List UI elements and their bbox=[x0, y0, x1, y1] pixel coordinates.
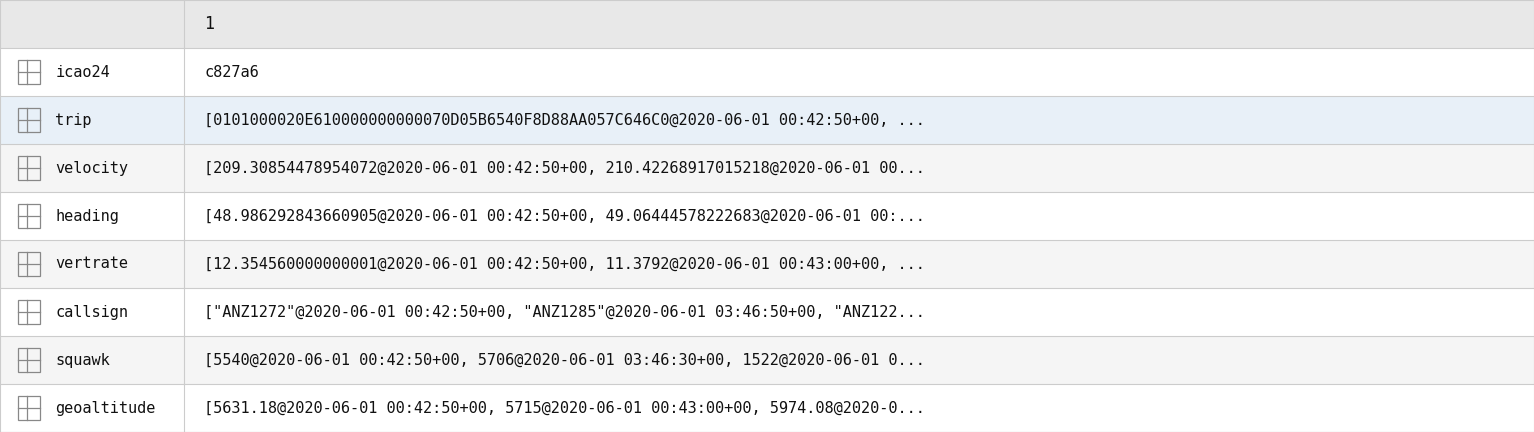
Bar bbox=[0, 144, 1534, 192]
Bar bbox=[0, 192, 1534, 240]
Text: geoaltitude: geoaltitude bbox=[55, 400, 155, 416]
Text: squawk: squawk bbox=[55, 353, 110, 368]
Bar bbox=[0, 288, 1534, 336]
Text: [0101000020E610000000000070D05B6540F8D88AA057C646C0@2020-06-01 00:42:50+00, ...: [0101000020E610000000000070D05B6540F8D88… bbox=[204, 112, 925, 127]
Bar bbox=[0, 96, 1534, 144]
Text: vertrate: vertrate bbox=[55, 257, 129, 271]
Text: trip: trip bbox=[55, 112, 92, 127]
Bar bbox=[0, 240, 1534, 288]
Text: icao24: icao24 bbox=[55, 64, 110, 79]
Bar bbox=[0, 0, 1534, 48]
Text: [48.986292843660905@2020-06-01 00:42:50+00, 49.06444578222683@2020-06-01 00:...: [48.986292843660905@2020-06-01 00:42:50+… bbox=[204, 209, 925, 223]
Text: ["ANZ1272"@2020-06-01 00:42:50+00, "ANZ1285"@2020-06-01 03:46:50+00, "ANZ122...: ["ANZ1272"@2020-06-01 00:42:50+00, "ANZ1… bbox=[204, 305, 925, 320]
Bar bbox=[0, 48, 1534, 96]
Text: c827a6: c827a6 bbox=[204, 64, 259, 79]
Bar bbox=[0, 336, 1534, 384]
Text: [5631.18@2020-06-01 00:42:50+00, 5715@2020-06-01 00:43:00+00, 5974.08@2020-0...: [5631.18@2020-06-01 00:42:50+00, 5715@20… bbox=[204, 400, 925, 416]
Text: [5540@2020-06-01 00:42:50+00, 5706@2020-06-01 03:46:30+00, 1522@2020-06-01 0...: [5540@2020-06-01 00:42:50+00, 5706@2020-… bbox=[204, 353, 925, 368]
Text: callsign: callsign bbox=[55, 305, 129, 320]
Text: velocity: velocity bbox=[55, 161, 129, 175]
Text: [209.30854478954072@2020-06-01 00:42:50+00, 210.42268917015218@2020-06-01 00...: [209.30854478954072@2020-06-01 00:42:50+… bbox=[204, 161, 925, 175]
Text: heading: heading bbox=[55, 209, 120, 223]
Text: 1: 1 bbox=[204, 15, 215, 33]
Text: [12.354560000000001@2020-06-01 00:42:50+00, 11.3792@2020-06-01 00:43:00+00, ...: [12.354560000000001@2020-06-01 00:42:50+… bbox=[204, 257, 925, 271]
Bar bbox=[0, 384, 1534, 432]
